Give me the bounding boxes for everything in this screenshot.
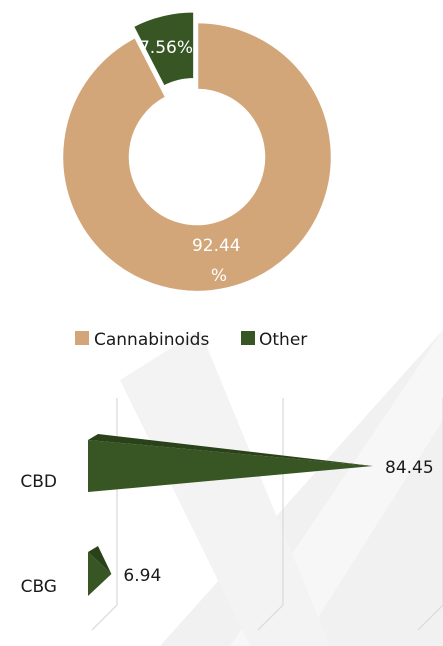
gridline: [417, 398, 443, 631]
data-label-cbg: 6.94: [123, 566, 161, 586]
bar-cbd-shading: [88, 434, 373, 466]
data-label-cannabinoids: 92.44 %: [192, 236, 246, 286]
legend-label-cannabinoids: Cannabinoids: [94, 330, 209, 350]
legend-swatch-cannabinoids: [75, 331, 89, 345]
legend: Cannabinoids Other: [75, 330, 307, 350]
bar-cbg: [88, 552, 112, 596]
watermark-stripe: [120, 330, 330, 646]
data-label-cbd: 84.45: [385, 458, 434, 478]
legend-label-other: Other: [259, 330, 307, 350]
category-label-cbg: CBG: [21, 577, 57, 597]
category-label-cbd: CBD: [20, 472, 57, 492]
watermark: [120, 330, 443, 646]
bar-chart: [88, 398, 443, 631]
legend-swatch-other: [241, 331, 255, 345]
bar-cbg-shading: [88, 546, 112, 574]
data-label-cannabinoids-unit: %: [211, 266, 227, 286]
donut-chart: [60, 10, 334, 294]
data-label-other: 7.56%: [139, 38, 193, 58]
bar-cbd: [88, 440, 373, 492]
gridline: [91, 398, 118, 631]
data-label-cannabinoids-value: 92.44: [192, 236, 241, 256]
slice-other: [130, 10, 196, 89]
slice-cannabinoids: [60, 20, 334, 294]
